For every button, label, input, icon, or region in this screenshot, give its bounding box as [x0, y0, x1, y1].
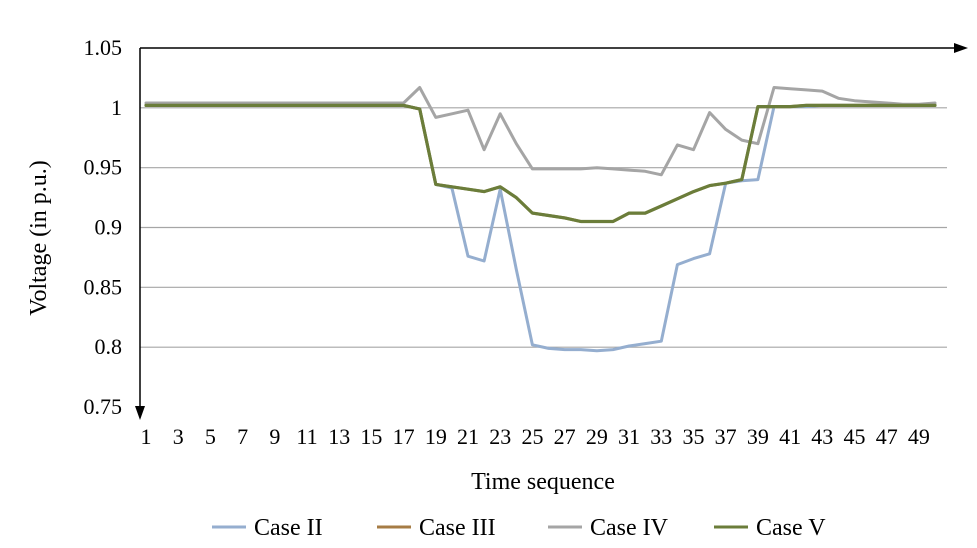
y-tick-label: 0.85	[84, 274, 123, 299]
x-tick-label: 21	[457, 424, 479, 449]
legend-label: Case III	[419, 515, 496, 541]
x-tick-label: 43	[811, 424, 833, 449]
y-tick-label: 0.9	[95, 215, 123, 240]
x-tick-label: 13	[328, 424, 350, 449]
x-tick-label: 23	[489, 424, 511, 449]
y-tick-label: 1	[111, 95, 122, 120]
x-tick-label: 37	[715, 424, 737, 449]
x-tick-label: 11	[296, 424, 317, 449]
x-axis-arrow	[954, 43, 968, 53]
x-tick-label: 9	[269, 424, 280, 449]
x-tick-label: 19	[425, 424, 447, 449]
series-lines	[144, 86, 937, 353]
y-axis-arrow	[135, 406, 145, 420]
grid-lines	[140, 107, 947, 348]
x-tick-label: 15	[360, 424, 382, 449]
y-axis-tick-labels: 0.75 0.8 0.85 0.9 0.95 1 1.05	[84, 35, 123, 419]
y-tick-label: 0.75	[84, 394, 123, 419]
x-tick-label: 1	[141, 424, 152, 449]
legend-label: Case V	[756, 515, 826, 541]
y-tick-label: 0.95	[84, 155, 123, 180]
x-tick-label: 27	[554, 424, 576, 449]
x-tick-label: 45	[843, 424, 865, 449]
series-line-1	[144, 103, 937, 353]
x-tick-label: 5	[205, 424, 216, 449]
x-tick-label: 3	[173, 424, 184, 449]
x-tick-label: 41	[779, 424, 801, 449]
series-line-3	[144, 86, 937, 177]
x-tick-label: 7	[237, 424, 248, 449]
legend-label: Case II	[254, 515, 323, 541]
series-line-2	[144, 103, 937, 223]
x-tick-label: 25	[521, 424, 543, 449]
x-tick-label: 17	[393, 424, 415, 449]
axes	[135, 43, 968, 420]
x-tick-label: 47	[876, 424, 898, 449]
x-tick-label: 49	[908, 424, 930, 449]
y-tick-label: 1.05	[84, 35, 123, 60]
x-tick-label: 35	[682, 424, 704, 449]
x-axis-tick-labels: 1 3 5 7 9 11 13 15 17 19 21 23 25 27 29 31 33 35 37 39 41 43 4…	[141, 424, 930, 449]
legend-label: Case IV	[590, 515, 669, 541]
x-tick-label: 29	[586, 424, 608, 449]
x-tick-label: 33	[650, 424, 672, 449]
legend: Case II Case III Case IV Case V	[212, 515, 826, 541]
series-line-4	[144, 103, 937, 224]
x-tick-label: 31	[618, 424, 640, 449]
y-axis-title: Voltage (in p.u.)	[26, 160, 52, 316]
y-tick-label: 0.8	[95, 334, 123, 359]
x-axis-title: Time sequence	[471, 469, 615, 495]
x-tick-label: 39	[747, 424, 769, 449]
